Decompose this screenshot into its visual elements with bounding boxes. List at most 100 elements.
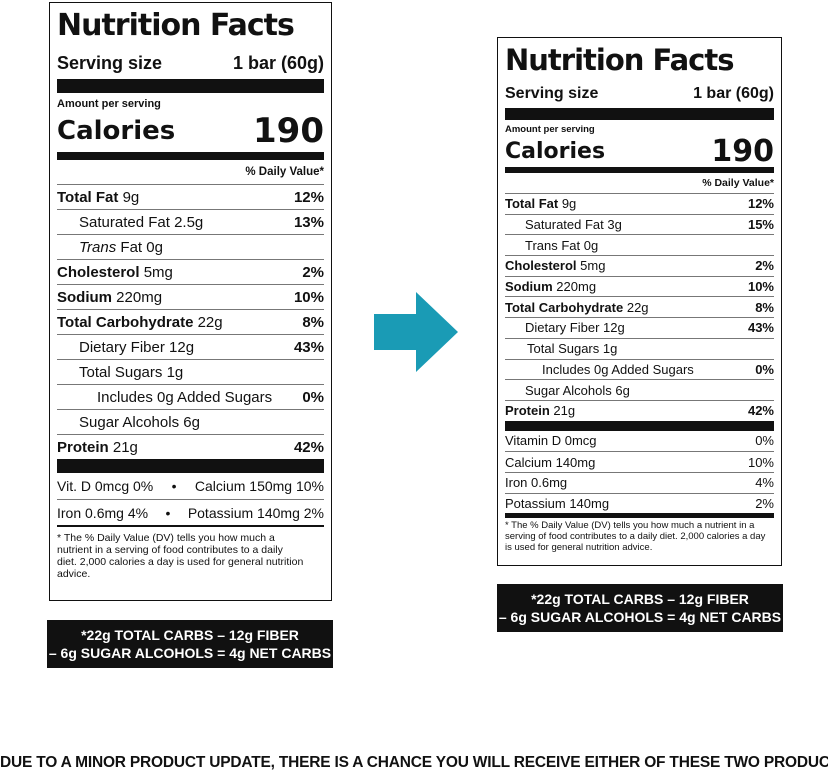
net-carbs-line: *22g TOTAL CARBS – 12g FIBER <box>531 590 749 607</box>
calories-label: Calories <box>57 116 176 146</box>
vitamin-amount: 140mg <box>555 454 596 470</box>
nutrient-row: Saturated Fat 2.5g 13% <box>57 209 324 234</box>
vitamin: Calcium 140mg <box>505 455 595 470</box>
nutrient-row: Total Sugars 1g <box>57 359 324 384</box>
nutrient-dv: 8% <box>302 313 324 331</box>
nutrient-amount: 1g <box>602 341 618 357</box>
nutrient-row: Total Fat 9g 12% <box>505 193 774 214</box>
nutrient-name: Includes 0g Added Sugars <box>97 388 273 406</box>
nutrient-name: Protein <box>505 403 550 419</box>
serving-row: Serving size 1 bar (60g) <box>505 80 774 108</box>
nutrient: Sugar Alcohols 6g <box>57 414 200 431</box>
nutrient-name: Dietary Fiber <box>525 320 600 336</box>
nutrient-dv: 2% <box>755 258 774 274</box>
nutrient-amount: 220mg <box>116 288 163 306</box>
calories-label: Calories <box>505 138 606 164</box>
calories-value: 190 <box>711 133 774 169</box>
vitamin: Iron 0.6mg <box>505 475 567 490</box>
nutrient-name: Sugar Alcohols <box>79 413 180 431</box>
nutrient-name: Cholesterol <box>505 258 577 274</box>
nutrient-name: Total Sugars <box>79 363 163 381</box>
label-title: Nutrition Facts <box>505 42 734 77</box>
nutrient-dv: 42% <box>293 438 324 456</box>
vitamin-dv: 0% <box>755 433 774 449</box>
footnote: * The % Daily Value (DV) tells you how m… <box>505 520 766 554</box>
medium-bar <box>505 167 774 173</box>
nutrition-label: Nutrition Facts Serving size 1 bar (60g) Am… <box>49 2 332 601</box>
nutrient-name: Total Fat <box>505 196 559 212</box>
nutrient-row: Saturated Fat 3g 15% <box>505 213 774 235</box>
serving-row: Serving size 1 bar (60g) <box>57 47 324 79</box>
nutrient-dv: 2% <box>302 263 324 281</box>
nutrient-row: Total Carbohydrate 22g 8% <box>505 296 774 317</box>
vitamin-dv: 2% <box>755 495 774 511</box>
nutrient-row: Cholesterol 5mg 2% <box>57 259 324 284</box>
thick-bar <box>505 108 774 120</box>
nutrient: Cholesterol 5mg <box>57 264 173 281</box>
nutrient: Saturated Fat 3g <box>505 217 622 232</box>
nutrient-amount: 9g <box>561 196 577 212</box>
nutrient-row: Cholesterol 5mg 2% <box>505 255 774 276</box>
vitamin-right: Calcium 150mg 10% <box>194 478 324 494</box>
nutrient-name: Trans Fat <box>525 237 581 253</box>
nutrient-amount: 6g <box>183 413 200 431</box>
nutrient-amount: 5mg <box>580 258 606 274</box>
nutrient-row: Total Carbohydrate 22g 8% <box>57 309 324 334</box>
nutrient-name-italic: Trans <box>79 238 117 256</box>
nutrition-label: Nutrition Facts Serving size 1 bar (60g) Am… <box>497 37 782 566</box>
nutrient: Total Fat 9g <box>505 196 576 211</box>
nutrient-row: Protein 21g 42% <box>505 399 774 421</box>
thick-bar <box>505 513 774 519</box>
vitamin-row: Calcium 140mg 10% <box>505 451 774 472</box>
vitamin-row: Iron 0.6mg 4% <box>505 471 774 493</box>
nutrient-amount: 0g <box>583 237 599 253</box>
nutrient-amount: 220mg <box>556 279 597 295</box>
nutrient-amount: 21g <box>553 403 576 419</box>
nutrient-name: Protein <box>57 438 109 456</box>
nutrient: Trans Fat 0g <box>505 238 598 253</box>
dv-header: % Daily Value* <box>245 166 324 178</box>
vitamin-right: Potassium 140mg 2% <box>187 504 324 521</box>
dv-header-row: % Daily Value* <box>57 160 324 184</box>
nutrient: Saturated Fat 2.5g <box>57 214 203 231</box>
nutrient-name: Sugar Alcohols <box>525 382 612 398</box>
nutrient-amount: 0g <box>146 238 163 256</box>
nutrient-dv: 10% <box>293 288 324 306</box>
vitamin-name: Iron <box>505 475 528 491</box>
vitamin-separator: • <box>171 478 177 494</box>
nutrient-dv: 12% <box>293 188 324 206</box>
nutrient: Trans Fat 0g <box>57 239 163 256</box>
thick-bar <box>57 525 324 527</box>
nutrient-name: Total Carbohydrate <box>505 299 624 315</box>
nutrient: Sodium 220mg <box>57 289 162 306</box>
arrow <box>374 292 458 372</box>
nutrient-name: Saturated Fat <box>525 217 604 233</box>
nutrient-amount: 2.5g <box>174 213 204 231</box>
nutrient: Includes 0g Added Sugars <box>505 362 694 377</box>
calories-row: Calories 190 <box>505 133 774 169</box>
thick-bar <box>505 420 774 431</box>
label-title: Nutrition Facts <box>57 8 295 43</box>
vitamin-dv: 4% <box>755 475 774 491</box>
nutrient-row: Dietary Fiber 12g 43% <box>57 334 324 359</box>
nutrient-row: Trans Fat 0g <box>505 234 774 255</box>
dv-header-row: % Daily Value* <box>505 173 774 193</box>
nutrient-name: Sodium <box>57 288 112 306</box>
nutrient: Cholesterol 5mg <box>505 258 605 273</box>
nutrient-row: Includes 0g Added Sugars 0% <box>57 384 324 409</box>
serving-label: Serving size <box>505 85 599 102</box>
nutrient-row: Dietary Fiber 12g 43% <box>505 317 774 338</box>
nutrient-dv: 0% <box>302 388 324 406</box>
nutrient-amount: 22g <box>197 313 223 331</box>
nutrient-name: Total Carbohydrate <box>57 313 194 331</box>
serving-value: 1 bar (60g) <box>693 85 774 102</box>
nutrient-name: Total Sugars <box>527 341 600 357</box>
vitamin: Vitamin D 0mcg <box>505 433 597 448</box>
nutrient-dv: 42% <box>747 403 774 419</box>
nutrient-name: Cholesterol <box>57 263 140 281</box>
nutrient-amount: 12g <box>169 338 195 356</box>
nutrient-amount: 22g <box>626 299 649 315</box>
footnote: * The % Daily Value (DV) tells you how m… <box>57 532 304 581</box>
nutrient: Sodium 220mg <box>505 279 596 294</box>
nutrient: Total Carbohydrate 22g <box>57 314 223 331</box>
